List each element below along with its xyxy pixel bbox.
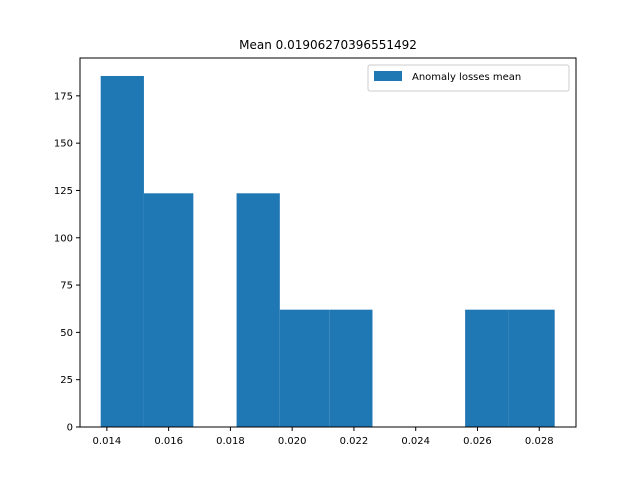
y-tick-label: 100 [54,233,73,244]
x-axis: 0.014 0.016 0.018 0.020 0.022 0.024 0.026 0.028 [93,427,554,447]
y-tick-label: 150 [54,139,73,150]
chart-title: Mean 0.01906270396551492 [239,38,417,52]
x-tick-label: 0.024 [401,436,430,447]
x-tick-label: 0.018 [216,436,245,447]
y-tick-label: 50 [60,328,73,339]
histogram-bar-3 [236,193,280,427]
y-axis: 0 25 50 75 100 125 150 175 [54,91,80,434]
y-tick-label: 125 [54,186,73,197]
histogram-bar-5 [329,309,373,427]
legend-label: Anomaly losses mean [412,72,521,83]
histogram-bar-0 [100,75,144,427]
x-tick-label: 0.026 [463,436,492,447]
x-tick-label: 0.014 [93,436,122,447]
x-tick-label: 0.028 [525,436,554,447]
histogram-bar-1 [143,193,194,427]
plot-frame [79,57,577,428]
bars-layer [100,75,555,427]
histogram-bar-4 [279,309,330,427]
y-tick-label: 175 [54,91,73,102]
legend-swatch [374,71,402,81]
x-tick-label: 0.016 [154,436,183,447]
y-tick-label: 75 [60,281,73,292]
legend-box [367,64,570,92]
y-tick-label: 25 [60,375,73,386]
histogram-bar-9 [508,309,555,427]
x-tick-label: 0.022 [340,436,369,447]
x-tick-label: 0.020 [278,436,307,447]
y-tick-label: 0 [67,423,73,434]
legend: Anomaly losses mean [367,64,570,92]
histogram-bar-8 [465,309,509,427]
